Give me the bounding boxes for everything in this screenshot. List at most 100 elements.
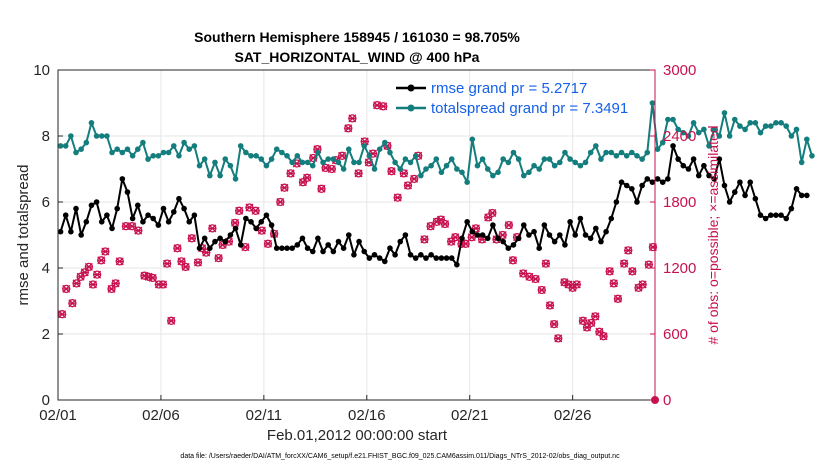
totalspread-point — [433, 156, 440, 162]
rmse-point — [222, 238, 229, 245]
totalspread-point — [186, 146, 193, 152]
obs-assimilated-point — [115, 257, 124, 266]
totalspread-point — [608, 149, 615, 156]
totalspread-point — [134, 146, 141, 152]
rmse-point — [284, 245, 290, 251]
rmse-point — [495, 235, 501, 242]
totalspread-point — [711, 126, 717, 133]
totalspread-point — [464, 179, 470, 185]
legend-rmse-label: rmse grand pr = 5.2717 — [431, 80, 587, 97]
rmse-point — [531, 228, 537, 235]
totalspread-point — [119, 149, 126, 156]
totalspread-point — [701, 126, 707, 133]
obs-assimilated-point — [620, 259, 629, 268]
totalspread-point — [778, 120, 784, 126]
obs-assimilated-point — [280, 183, 289, 192]
obs-assimilated-point — [572, 280, 581, 289]
rmse-point — [212, 238, 218, 245]
totalspread-point — [340, 166, 347, 172]
rmse-point — [93, 199, 100, 205]
totalspread-point — [695, 129, 702, 136]
rmse-point — [737, 179, 743, 185]
obs-assimilated-point — [276, 198, 285, 206]
totalspread-point — [155, 153, 162, 159]
rmse-point — [62, 212, 69, 218]
totalspread-point — [320, 159, 326, 166]
rmse-point — [330, 248, 337, 255]
totalspread-point — [500, 156, 506, 162]
totalspread-point — [675, 126, 681, 133]
obs-assimilated-point — [251, 206, 260, 215]
totalspread-point — [469, 136, 476, 143]
legend-spread-label: totalspread grand pr = 7.3491 — [431, 100, 628, 117]
totalspread-point — [237, 143, 244, 149]
rmse-point — [665, 176, 671, 182]
rmse-point — [459, 235, 465, 242]
totalspread-point — [598, 156, 604, 162]
rmse-point — [767, 212, 774, 218]
totalspread-point — [505, 159, 512, 166]
totalspread-point — [762, 123, 769, 129]
obs-assimilated-point — [578, 316, 587, 325]
x-tick-label: 02/06 — [142, 407, 180, 424]
rmse-point — [83, 219, 90, 225]
rmse-point — [376, 255, 383, 261]
totalspread-point — [170, 143, 177, 149]
totalspread-point — [129, 153, 136, 159]
rmse-point — [474, 232, 481, 238]
totalspread-point — [284, 153, 290, 159]
rmse-point — [706, 172, 712, 179]
rmse-point — [490, 222, 496, 228]
totalspread-point — [541, 156, 548, 162]
obs-assimilated-point — [187, 234, 196, 243]
obs-assimilated-point — [467, 233, 476, 242]
rmse-point — [685, 166, 692, 172]
obs-assimilated-point — [546, 301, 555, 310]
rmse-point — [587, 235, 594, 242]
obs-assimilated-point — [426, 222, 435, 231]
obs-assimilated-point — [354, 169, 363, 178]
rmse-point — [479, 232, 486, 238]
totalspread-point — [484, 166, 491, 172]
x-axis-label: Feb.01,2012 00:00:00 start — [267, 427, 448, 444]
rmse-point — [783, 215, 790, 222]
rmse-point — [129, 215, 136, 222]
rmse-point — [644, 176, 651, 182]
totalspread-point — [757, 129, 764, 136]
axis-ticks: 02/01 02/06 02/11 02/16 02/21 02/26 0 2 4 6 8 10 0 60… — [33, 62, 696, 424]
obs-assimilated-point — [531, 275, 540, 283]
rmse-point — [433, 255, 440, 261]
rmse-point — [335, 238, 342, 245]
rmse-point — [145, 212, 151, 218]
rmse-point — [711, 176, 717, 182]
totalspread-point — [407, 159, 414, 166]
rmse-point — [752, 195, 759, 202]
totalspread-point — [140, 139, 146, 146]
totalspread-point — [567, 156, 573, 162]
rmse-point — [315, 235, 321, 242]
rmse-point — [104, 212, 110, 218]
totalspread-point — [387, 149, 393, 156]
rmse-point — [325, 242, 331, 248]
totalspread-point — [582, 159, 589, 166]
rmse-point — [207, 245, 213, 251]
obs-assimilated-point — [403, 181, 412, 190]
obs-assimilated-point — [461, 239, 470, 248]
rmse-point — [232, 225, 239, 232]
rmse-point — [351, 252, 357, 258]
obs-assimilated-point — [638, 280, 647, 289]
y2-tick-label: 3000 — [663, 62, 696, 79]
obs-assimilated-point — [609, 279, 618, 288]
obs-assimilated-point — [167, 316, 176, 325]
totalspread-point — [495, 169, 501, 176]
obs-assimilated-point — [379, 102, 388, 111]
totalspread-point — [767, 123, 774, 129]
totalspread-point — [531, 162, 537, 169]
totalspread-point — [294, 153, 301, 159]
totalspread-point — [376, 146, 383, 152]
rmse-point — [150, 215, 157, 222]
obs-assimilated-point — [410, 174, 419, 183]
rmse-point — [618, 179, 625, 185]
rmse-point — [201, 235, 208, 242]
rmse-point — [510, 242, 517, 248]
